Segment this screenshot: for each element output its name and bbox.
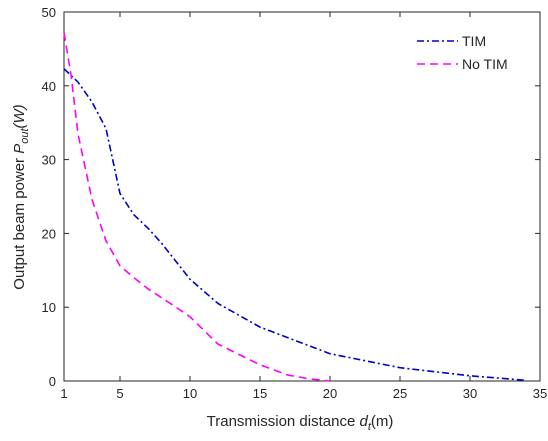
y-tick-label: 30 bbox=[42, 153, 56, 168]
x-tick-label: 1 bbox=[60, 386, 67, 401]
x-tick-label: 25 bbox=[393, 386, 407, 401]
legend: TIM No TIM bbox=[417, 33, 508, 72]
x-tick-label: 20 bbox=[323, 386, 337, 401]
y-tick-label: 50 bbox=[42, 5, 56, 20]
series-line-no-tim bbox=[63, 32, 331, 382]
y-tick-label: 0 bbox=[49, 374, 56, 389]
y-tick-label: 40 bbox=[42, 79, 56, 94]
y-axis-label: Output beam power Pout(W) bbox=[11, 104, 31, 289]
x-tick-label: 10 bbox=[183, 386, 197, 401]
x-tick-label: 15 bbox=[253, 386, 267, 401]
y-axis-label-symbol: P bbox=[11, 144, 28, 154]
y-axis-label-text: Output beam power bbox=[11, 154, 28, 290]
plot-frame bbox=[63, 11, 541, 382]
y-tick-label: 10 bbox=[42, 300, 56, 315]
y-axis-label-subscript: out bbox=[19, 128, 31, 144]
x-tick-label: 30 bbox=[463, 386, 477, 401]
x-axis-label-subscript: t bbox=[368, 421, 372, 433]
legend-label: No TIM bbox=[462, 56, 508, 72]
x-axis-label: Transmission distance dt(m) bbox=[207, 413, 394, 433]
x-tick-label: 35 bbox=[533, 386, 547, 401]
y-axis-label-unit: (W) bbox=[11, 104, 28, 128]
y-tick-label: 20 bbox=[42, 226, 56, 241]
x-axis-label-text: Transmission distance bbox=[207, 413, 360, 430]
x-axis-label-unit: (m) bbox=[371, 413, 394, 430]
series-lines bbox=[63, 32, 527, 382]
x-tick-label: 5 bbox=[116, 386, 123, 401]
x-axis-label-symbol: d bbox=[359, 413, 368, 430]
series-line-tim bbox=[63, 68, 527, 382]
legend-label: TIM bbox=[462, 33, 486, 49]
